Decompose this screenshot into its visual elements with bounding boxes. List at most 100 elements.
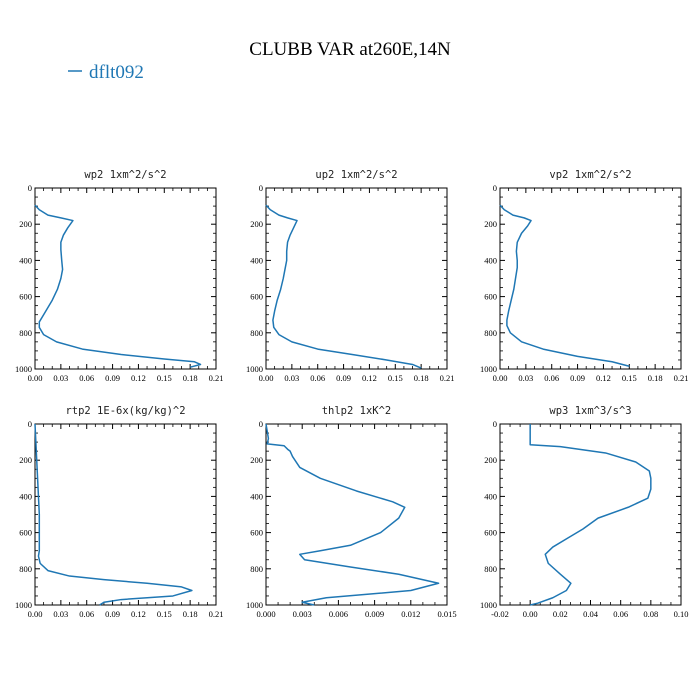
x-tick-label: 0.18 xyxy=(183,373,198,383)
y-tick-label: 800 xyxy=(250,328,263,338)
y-tick-label: 1000 xyxy=(480,364,497,374)
y-tick-label: 400 xyxy=(250,491,263,501)
y-tick-label: 1000 xyxy=(15,364,32,374)
y-tick-label: 600 xyxy=(484,292,497,302)
panels: wp2 1xm^2/s^2 0.00 0.03 0.06 0.09 0.12 0.15 0.1… xyxy=(15,169,688,619)
y-tick-label: 400 xyxy=(484,255,497,265)
plot-frame xyxy=(34,423,217,606)
x-tick-label: 0.000 xyxy=(256,609,275,619)
y-tick-label: 1000 xyxy=(246,600,263,610)
series-line xyxy=(499,204,630,368)
panel-4: rtp2 1E-6x(kg/kg)^2 0.00 0.03 0.06 0.09 0.12 0… xyxy=(15,405,223,619)
y-tick-label: 800 xyxy=(484,328,497,338)
x-tick-label: 0.21 xyxy=(440,373,455,383)
plot-frame xyxy=(499,187,682,370)
panel-title: wp2 1xm^2/s^2 xyxy=(84,169,166,181)
x-tick-label: 0.06 xyxy=(544,373,559,383)
x-tick-label: 0.18 xyxy=(183,609,198,619)
x-tick-label: 0.03 xyxy=(53,373,68,383)
x-tick-label: 0.03 xyxy=(53,609,68,619)
y-tick-label: 0 xyxy=(28,183,32,193)
x-tick-label: 0.09 xyxy=(336,373,351,383)
y-tick-label: 600 xyxy=(484,528,497,538)
x-tick-label: 0.21 xyxy=(209,609,224,619)
y-tick-label: 200 xyxy=(250,455,263,465)
series-line xyxy=(529,424,652,606)
x-tick-label: 0.04 xyxy=(583,609,599,619)
x-tick-label: 0.12 xyxy=(131,373,146,383)
legend-label: dflt092 xyxy=(89,62,144,83)
x-tick-label: 0.21 xyxy=(209,373,224,383)
y-tick-label: 0 xyxy=(493,419,497,429)
y-tick-label: 400 xyxy=(19,491,32,501)
y-tick-label: 400 xyxy=(19,255,32,265)
panel-title: vp2 1xm^2/s^2 xyxy=(549,169,631,181)
y-tick-label: 0 xyxy=(259,419,263,429)
x-tick-label: 0.12 xyxy=(362,373,377,383)
plot-frame xyxy=(34,187,217,370)
x-tick-label: 0.12 xyxy=(596,373,611,383)
x-tick-label: 0.00 xyxy=(493,373,508,383)
y-tick-label: 800 xyxy=(250,564,263,574)
y-tick-label: 0 xyxy=(493,183,497,193)
y-tick-label: 600 xyxy=(19,528,32,538)
x-tick-label: 0.15 xyxy=(622,373,637,383)
x-tick-label: 0.18 xyxy=(414,373,429,383)
x-tick-label: 0.06 xyxy=(613,609,628,619)
x-tick-label: -0.02 xyxy=(491,609,509,619)
x-tick-label: 0.012 xyxy=(401,609,420,619)
x-tick-label: 0.06 xyxy=(310,373,325,383)
series-line xyxy=(34,204,202,368)
x-tick-label: 0.00 xyxy=(28,373,43,383)
series-line xyxy=(265,423,440,606)
y-tick-label: 400 xyxy=(250,255,263,265)
x-tick-label: 0.006 xyxy=(329,609,348,619)
panel-title: thlp2 1xK^2 xyxy=(322,405,392,417)
y-tick-label: 800 xyxy=(484,564,497,574)
y-tick-label: 200 xyxy=(19,219,32,229)
x-tick-label: 0.00 xyxy=(523,609,538,619)
y-tick-label: 0 xyxy=(259,183,263,193)
panel-6: wp3 1xm^3/s^3 -0.02 0.00 0.02 0.04 0.06 0.08 0.… xyxy=(480,405,688,619)
x-tick-label: 0.02 xyxy=(553,609,568,619)
panel-1: wp2 1xm^2/s^2 0.00 0.03 0.06 0.09 0.12 0.15 0.1… xyxy=(15,169,223,383)
x-tick-label: 0.15 xyxy=(388,373,403,383)
y-tick-label: 1000 xyxy=(246,364,263,374)
x-tick-label: 0.18 xyxy=(648,373,663,383)
panel-title: up2 1xm^2/s^2 xyxy=(315,169,397,181)
series-line xyxy=(34,423,193,606)
series-line xyxy=(265,204,422,369)
x-tick-label: 0.06 xyxy=(79,373,94,383)
y-tick-label: 200 xyxy=(484,219,497,229)
y-tick-label: 600 xyxy=(19,292,32,302)
y-tick-label: 200 xyxy=(484,455,497,465)
x-tick-label: 0.08 xyxy=(643,609,658,619)
panel-3: vp2 1xm^2/s^2 0.00 0.03 0.06 0.09 0.12 0.15 0.1… xyxy=(480,169,688,383)
y-tick-label: 600 xyxy=(250,528,263,538)
x-tick-label: 0.10 xyxy=(674,609,689,619)
y-tick-label: 1000 xyxy=(15,600,32,610)
x-tick-label: 0.015 xyxy=(437,609,456,619)
y-tick-label: 600 xyxy=(250,292,263,302)
x-tick-label: 0.009 xyxy=(365,609,384,619)
x-tick-label: 0.03 xyxy=(518,373,533,383)
x-tick-label: 0.06 xyxy=(79,609,94,619)
y-tick-label: 0 xyxy=(28,419,32,429)
x-tick-label: 0.03 xyxy=(284,373,299,383)
x-tick-label: 0.15 xyxy=(157,373,172,383)
y-tick-label: 400 xyxy=(484,491,497,501)
x-tick-label: 0.12 xyxy=(131,609,146,619)
y-tick-label: 200 xyxy=(19,455,32,465)
panel-title: rtp2 1E-6x(kg/kg)^2 xyxy=(65,405,185,417)
y-tick-label: 800 xyxy=(19,328,32,338)
plot-frame xyxy=(265,423,448,606)
panel-2: up2 1xm^2/s^2 0.00 0.03 0.06 0.09 0.12 0.15 0.1… xyxy=(246,169,454,383)
x-tick-label: 0.09 xyxy=(105,373,120,383)
y-tick-label: 1000 xyxy=(480,600,497,610)
x-tick-label: 0.21 xyxy=(674,373,689,383)
x-tick-label: 0.15 xyxy=(157,609,172,619)
x-tick-label: 0.00 xyxy=(259,373,274,383)
legend: dflt092 xyxy=(68,62,144,83)
panel-5: thlp2 1xK^2 0.000 0.003 0.006 0.009 0.012 0.01… xyxy=(246,405,457,619)
